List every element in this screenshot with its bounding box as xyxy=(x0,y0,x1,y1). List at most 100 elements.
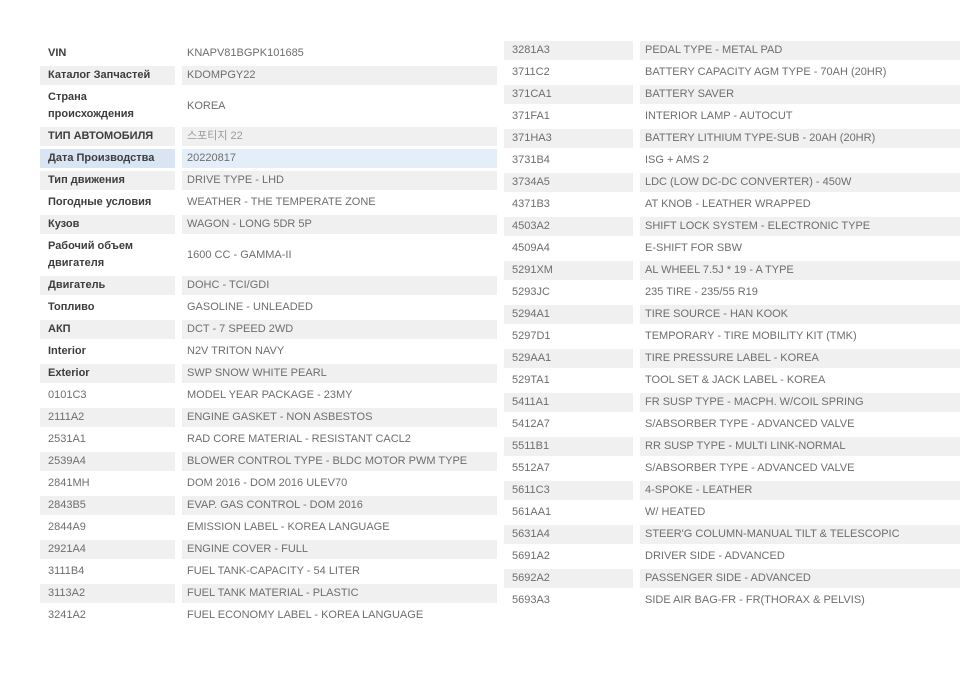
row-label: 5297D1 xyxy=(504,327,633,346)
table-row: 2111A2 ENGINE GASKET - NON ASBESTOS xyxy=(40,408,497,427)
table-row: 5693A3 SIDE AIR BAG-FR - FR(THORAX & PELV… xyxy=(504,591,960,610)
row-value: STEER'G COLUMN-MANUAL TILT & TELESCOPIC xyxy=(640,525,960,544)
row-value: WAGON - LONG 5DR 5P xyxy=(182,215,497,234)
table-row: 529AA1 TIRE PRESSURE LABEL - KOREA xyxy=(504,349,960,368)
row-label: 2111A2 xyxy=(40,408,175,427)
table-row: Двигатель DOHC - TCI/GDI xyxy=(40,276,497,295)
row-value: RAD CORE MATERIAL - RESISTANT CACL2 xyxy=(182,430,497,449)
row-label: 5294A1 xyxy=(504,305,633,324)
row-value: TOOL SET & JACK LABEL - KOREA xyxy=(640,371,960,390)
row-label: 4509A4 xyxy=(504,239,633,258)
table-row: 5631A4 STEER'G COLUMN-MANUAL TILT & TELES… xyxy=(504,525,960,544)
table-row: VIN KNAPV81BGPK101685 xyxy=(40,44,497,63)
table-row: 5511B1 RR SUSP TYPE - MULTI LINK-NORMAL xyxy=(504,437,960,456)
row-label: 5511B1 xyxy=(504,437,633,456)
row-label: 371FA1 xyxy=(504,107,633,126)
row-label: 4503A2 xyxy=(504,217,633,236)
row-label: 2539A4 xyxy=(40,452,175,471)
row-value: 1600 CC - GAMMA-II xyxy=(182,237,497,273)
row-label: 3111B4 xyxy=(40,562,175,581)
row-label: 2841MH xyxy=(40,474,175,493)
row-label: 3241A2 xyxy=(40,606,175,625)
table-row: Interior N2V TRITON NAVY xyxy=(40,342,497,361)
row-value: EVAP. GAS CONTROL - DOM 2016 xyxy=(182,496,497,515)
row-value: PEDAL TYPE - METAL PAD xyxy=(640,41,960,60)
row-label: 5293JC xyxy=(504,283,633,302)
row-label: Тип движения xyxy=(40,171,175,190)
table-row: 371FA1 INTERIOR LAMP - AUTOCUT xyxy=(504,107,960,126)
row-value: 20220817 xyxy=(182,149,497,168)
row-label: Exterior xyxy=(40,364,175,383)
row-value: TEMPORARY - TIRE MOBILITY KIT (TMK) xyxy=(640,327,960,346)
row-value: FUEL TANK MATERIAL - PLASTIC xyxy=(182,584,497,603)
row-value: PASSENGER SIDE - ADVANCED xyxy=(640,569,960,588)
table-row: Exterior SWP SNOW WHITE PEARL xyxy=(40,364,497,383)
table-row: 3113A2 FUEL TANK MATERIAL - PLASTIC xyxy=(40,584,497,603)
row-value: 스포티지 22 xyxy=(182,127,497,146)
table-row: 2539A4 BLOWER CONTROL TYPE - BLDC MOTOR P… xyxy=(40,452,497,471)
row-label: 3711C2 xyxy=(504,63,633,82)
row-label: 2843B5 xyxy=(40,496,175,515)
row-value: 4-SPOKE - LEATHER xyxy=(640,481,960,500)
row-value: SWP SNOW WHITE PEARL xyxy=(182,364,497,383)
row-label: Interior xyxy=(40,342,175,361)
row-label: 0101C3 xyxy=(40,386,175,405)
row-value: FR SUSP TYPE - MACPH. W/COIL SPRING xyxy=(640,393,960,412)
row-value: AL WHEEL 7.5J * 19 - A TYPE xyxy=(640,261,960,280)
table-row: Тип движения DRIVE TYPE - LHD xyxy=(40,171,497,190)
row-value: BATTERY LITHIUM TYPE-SUB - 20AH (20HR) xyxy=(640,129,960,148)
table-row: 2844A9 EMISSION LABEL - KOREA LANGUAGE xyxy=(40,518,497,537)
row-label: Рабочий объем двигателя xyxy=(40,237,175,273)
row-value: W/ HEATED xyxy=(640,503,960,522)
table-row: 2843B5 EVAP. GAS CONTROL - DOM 2016 xyxy=(40,496,497,515)
table-row: Страна происхождения KOREA xyxy=(40,88,497,124)
table-row: Каталог Запчастей KDOMPGY22 xyxy=(40,66,497,85)
row-label: 5611C3 xyxy=(504,481,633,500)
row-label: 5693A3 xyxy=(504,591,633,610)
row-value: SHIFT LOCK SYSTEM - ELECTRONIC TYPE xyxy=(640,217,960,236)
table-row: Рабочий объем двигателя 1600 CC - GAMMA-I… xyxy=(40,237,497,273)
row-label: 3281A3 xyxy=(504,41,633,60)
row-label: Страна происхождения xyxy=(40,88,175,124)
row-label: Каталог Запчастей xyxy=(40,66,175,85)
row-value: DCT - 7 SPEED 2WD xyxy=(182,320,497,339)
row-value: DOHC - TCI/GDI xyxy=(182,276,497,295)
table-row: 5692A2 PASSENGER SIDE - ADVANCED xyxy=(504,569,960,588)
row-label: 4371B3 xyxy=(504,195,633,214)
row-value: LDC (LOW DC-DC CONVERTER) - 450W xyxy=(640,173,960,192)
table-row: 2921A4 ENGINE COVER - FULL xyxy=(40,540,497,559)
table-row: АКП DCT - 7 SPEED 2WD xyxy=(40,320,497,339)
row-value: FUEL ECONOMY LABEL - KOREA LANGUAGE xyxy=(182,606,497,625)
row-label: 5411A1 xyxy=(504,393,633,412)
row-label: 371CA1 xyxy=(504,85,633,104)
table-row: 5293JC 235 TIRE - 235/55 R19 xyxy=(504,283,960,302)
table-row: 3111B4 FUEL TANK-CAPACITY - 54 LITER xyxy=(40,562,497,581)
row-value: DRIVE TYPE - LHD xyxy=(182,171,497,190)
row-value: KOREA xyxy=(182,88,497,124)
row-value: BATTERY CAPACITY AGM TYPE - 70AH (20HR) xyxy=(640,63,960,82)
table-row: 371CA1 BATTERY SAVER xyxy=(504,85,960,104)
row-value: SIDE AIR BAG-FR - FR(THORAX & PELVIS) xyxy=(640,591,960,610)
row-label: 2844A9 xyxy=(40,518,175,537)
row-label: 5512A7 xyxy=(504,459,633,478)
row-label: Кузов xyxy=(40,215,175,234)
table-row: 4509A4 E-SHIFT FOR SBW xyxy=(504,239,960,258)
row-value: ISG + AMS 2 xyxy=(640,151,960,170)
table-row: 371HA3 BATTERY LITHIUM TYPE-SUB - 20AH (2… xyxy=(504,129,960,148)
row-value: DOM 2016 - DOM 2016 ULEV70 xyxy=(182,474,497,493)
table-row: 5294A1 TIRE SOURCE - HAN KOOK xyxy=(504,305,960,324)
table-row: 4503A2 SHIFT LOCK SYSTEM - ELECTRONIC TYP… xyxy=(504,217,960,236)
row-label: Дата Производства xyxy=(40,149,175,168)
row-value: ENGINE GASKET - NON ASBESTOS xyxy=(182,408,497,427)
row-label: VIN xyxy=(40,44,175,63)
row-value: DRIVER SIDE - ADVANCED xyxy=(640,547,960,566)
table-row: Погодные условия WEATHER - THE TEMPERATE … xyxy=(40,193,497,212)
row-value: BLOWER CONTROL TYPE - BLDC MOTOR PWM TYP… xyxy=(182,452,497,471)
table-row: 3731B4 ISG + AMS 2 xyxy=(504,151,960,170)
table-row: 4371B3 AT KNOB - LEATHER WRAPPED xyxy=(504,195,960,214)
table-row: 561AA1 W/ HEATED xyxy=(504,503,960,522)
row-value: WEATHER - THE TEMPERATE ZONE xyxy=(182,193,497,212)
row-label: 371HA3 xyxy=(504,129,633,148)
row-value: S/ABSORBER TYPE - ADVANCED VALVE xyxy=(640,415,960,434)
row-value: ENGINE COVER - FULL xyxy=(182,540,497,559)
